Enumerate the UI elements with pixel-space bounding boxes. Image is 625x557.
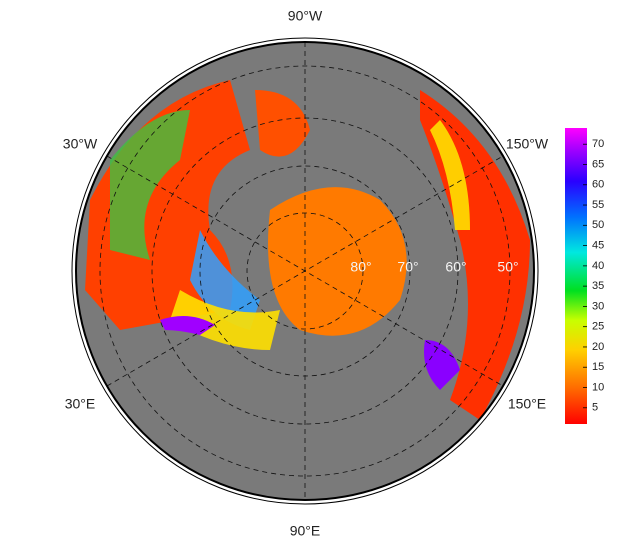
latitude-circle <box>99 65 511 477</box>
latitude-label: 80° <box>350 259 371 275</box>
colorbar-tick-label: 10 <box>592 381 604 393</box>
colorbar-tick-label: 5 <box>592 402 598 414</box>
colorbar-tick-label: 15 <box>592 361 604 373</box>
data-patch <box>424 340 460 390</box>
colorbar-tick-label: 70 <box>592 138 604 150</box>
latitude-circle <box>246 212 364 330</box>
latitude-label: 50° <box>497 259 518 275</box>
data-patch <box>430 120 470 230</box>
map-border <box>71 37 539 505</box>
colorbar-tick-label: 60 <box>592 179 604 191</box>
colorbar-tick-label: 50 <box>592 219 604 231</box>
longitude-label: 30°E <box>65 396 96 412</box>
longitude-label: 90°E <box>290 523 321 539</box>
colorbar-tick-label: 65 <box>592 158 604 170</box>
colorbar-tick-label: 55 <box>592 199 604 211</box>
latitude-label: 60° <box>445 259 466 275</box>
latitude-circle <box>199 165 411 377</box>
colorbar-tick-label: 30 <box>592 300 604 312</box>
colorbar <box>565 128 587 424</box>
data-patch <box>255 90 310 157</box>
latitude-label: 70° <box>397 259 418 275</box>
colorbar-tick-label: 45 <box>592 239 604 251</box>
data-patch <box>170 290 280 350</box>
graticule <box>99 42 511 500</box>
longitude-label: 90°W <box>288 8 323 24</box>
data-patch <box>160 316 215 335</box>
data-patch <box>110 110 190 260</box>
latitude-circle <box>151 117 459 425</box>
colorbar-tick-label: 40 <box>592 260 604 272</box>
colorbar-tick-label: 20 <box>592 341 604 353</box>
data-patch <box>268 187 407 336</box>
map-border <box>75 41 535 501</box>
longitude-label: 150°W <box>506 136 549 152</box>
longitude-label: 30°W <box>63 136 98 152</box>
longitude-label: 150°E <box>508 396 546 412</box>
colorbar-tick-label: 25 <box>592 321 604 333</box>
colorbar-tick-label: 35 <box>592 280 604 292</box>
